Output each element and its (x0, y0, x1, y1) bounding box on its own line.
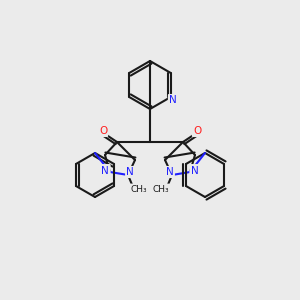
Text: N: N (126, 167, 134, 177)
Text: CH₃: CH₃ (153, 184, 169, 194)
Text: H: H (190, 165, 198, 175)
Text: O: O (99, 126, 107, 136)
Text: N: N (166, 167, 174, 177)
Text: N: N (191, 166, 199, 176)
Text: N: N (169, 95, 177, 105)
Text: N: N (101, 166, 109, 176)
Text: O: O (193, 126, 201, 136)
Text: H: H (102, 165, 110, 175)
Text: CH₃: CH₃ (131, 184, 147, 194)
